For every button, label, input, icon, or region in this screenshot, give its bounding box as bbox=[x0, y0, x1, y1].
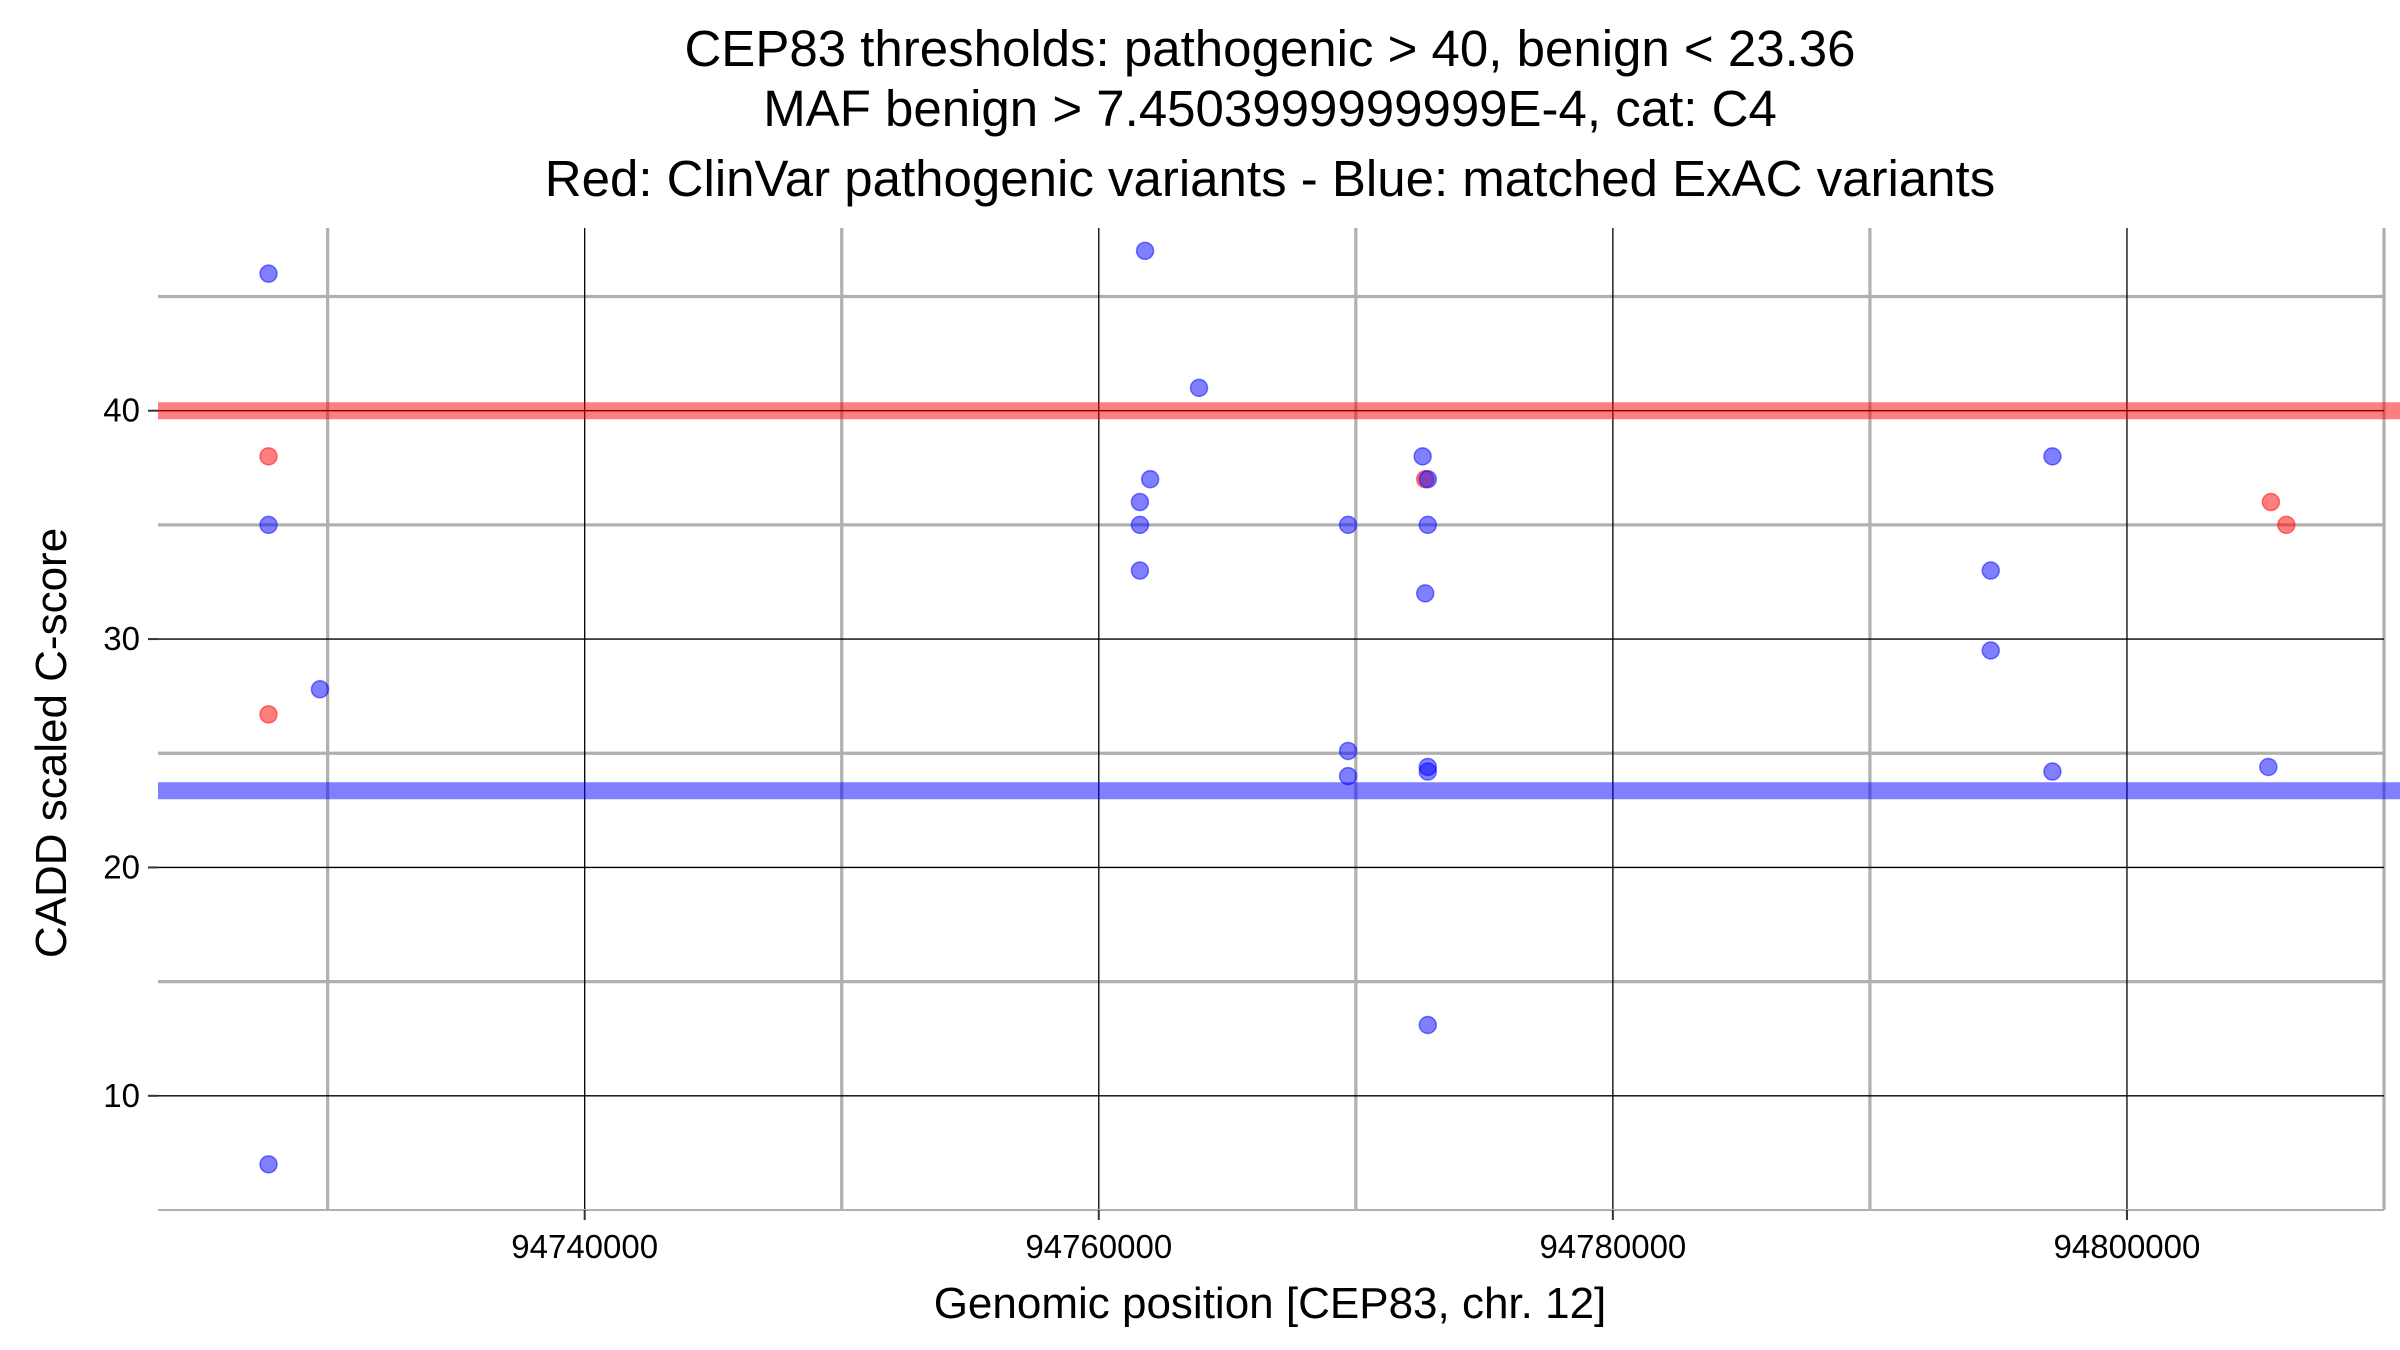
series-1-point-3 bbox=[259, 1155, 278, 1174]
series-1-point-20 bbox=[1981, 561, 2000, 580]
minor-gridlines bbox=[158, 228, 2386, 1210]
threshold-lines bbox=[158, 402, 2400, 800]
series-1-point-24 bbox=[2259, 757, 2278, 777]
series-1-point-19 bbox=[1418, 1015, 1438, 1035]
chart-title: CEP83 thresholds: pathogenic > 40, benig… bbox=[545, 20, 1995, 207]
series-1-point-9 bbox=[1130, 561, 1150, 580]
series-1-point-18 bbox=[1418, 762, 1438, 781]
x-tick-label-3: 94800000 bbox=[2054, 1228, 2201, 1265]
series-1-point-23 bbox=[2043, 762, 2062, 781]
series-1-point-22 bbox=[2043, 447, 2062, 466]
x-tick-label-0: 94740000 bbox=[511, 1228, 658, 1265]
y-tick-label-2: 30 bbox=[103, 620, 140, 657]
series-1-point-4 bbox=[1135, 241, 1155, 261]
series-1-point-10 bbox=[1338, 515, 1358, 535]
tick-labels: 94740000 94760000 94780000 94800000 10 20 30 40 bbox=[103, 392, 2200, 1265]
series-0-point-4 bbox=[2277, 515, 2296, 535]
y-axis-label: CADD scaled C-score bbox=[27, 528, 76, 958]
y-tick-label-3: 40 bbox=[103, 392, 140, 429]
series-1-point-11 bbox=[1338, 741, 1358, 761]
x-axis-label: Genomic position [CEP83, chr. 12] bbox=[934, 1279, 1607, 1328]
series-1-point-5 bbox=[1189, 378, 1209, 398]
data-points bbox=[259, 241, 2296, 1174]
series-1-point-14 bbox=[1418, 469, 1438, 489]
series-0-point-3 bbox=[2261, 492, 2281, 512]
series-1-point-0 bbox=[259, 264, 278, 283]
title-line-3: Red: ClinVar pathogenic variants - Blue:… bbox=[545, 150, 1995, 207]
series-1-point-2 bbox=[310, 680, 330, 699]
axes bbox=[148, 409, 2384, 1220]
y-tick-label-1: 20 bbox=[103, 848, 140, 885]
series-1-point-13 bbox=[1413, 447, 1432, 466]
title-line-2: MAF benign > 7.4503999999999E-4, cat: C4 bbox=[763, 80, 1777, 137]
y-tick-label-0: 10 bbox=[103, 1077, 140, 1114]
series-1-point-16 bbox=[1415, 584, 1435, 603]
series-1-point-12 bbox=[1338, 766, 1358, 786]
series-1-point-6 bbox=[1140, 469, 1160, 489]
series-1-point-1 bbox=[259, 515, 278, 535]
series-1-point-7 bbox=[1130, 492, 1150, 512]
series-0-point-1 bbox=[259, 705, 278, 724]
series-1-point-21 bbox=[1981, 641, 2000, 660]
series-0-point-0 bbox=[259, 447, 278, 466]
series-1-point-15 bbox=[1418, 515, 1438, 535]
title-line-1: CEP83 thresholds: pathogenic > 40, benig… bbox=[684, 20, 1855, 77]
x-tick-label-2: 94780000 bbox=[1539, 1228, 1686, 1265]
major-gridlines bbox=[158, 228, 2384, 1210]
x-tick-label-1: 94760000 bbox=[1025, 1228, 1172, 1265]
series-1-point-8 bbox=[1130, 515, 1150, 535]
